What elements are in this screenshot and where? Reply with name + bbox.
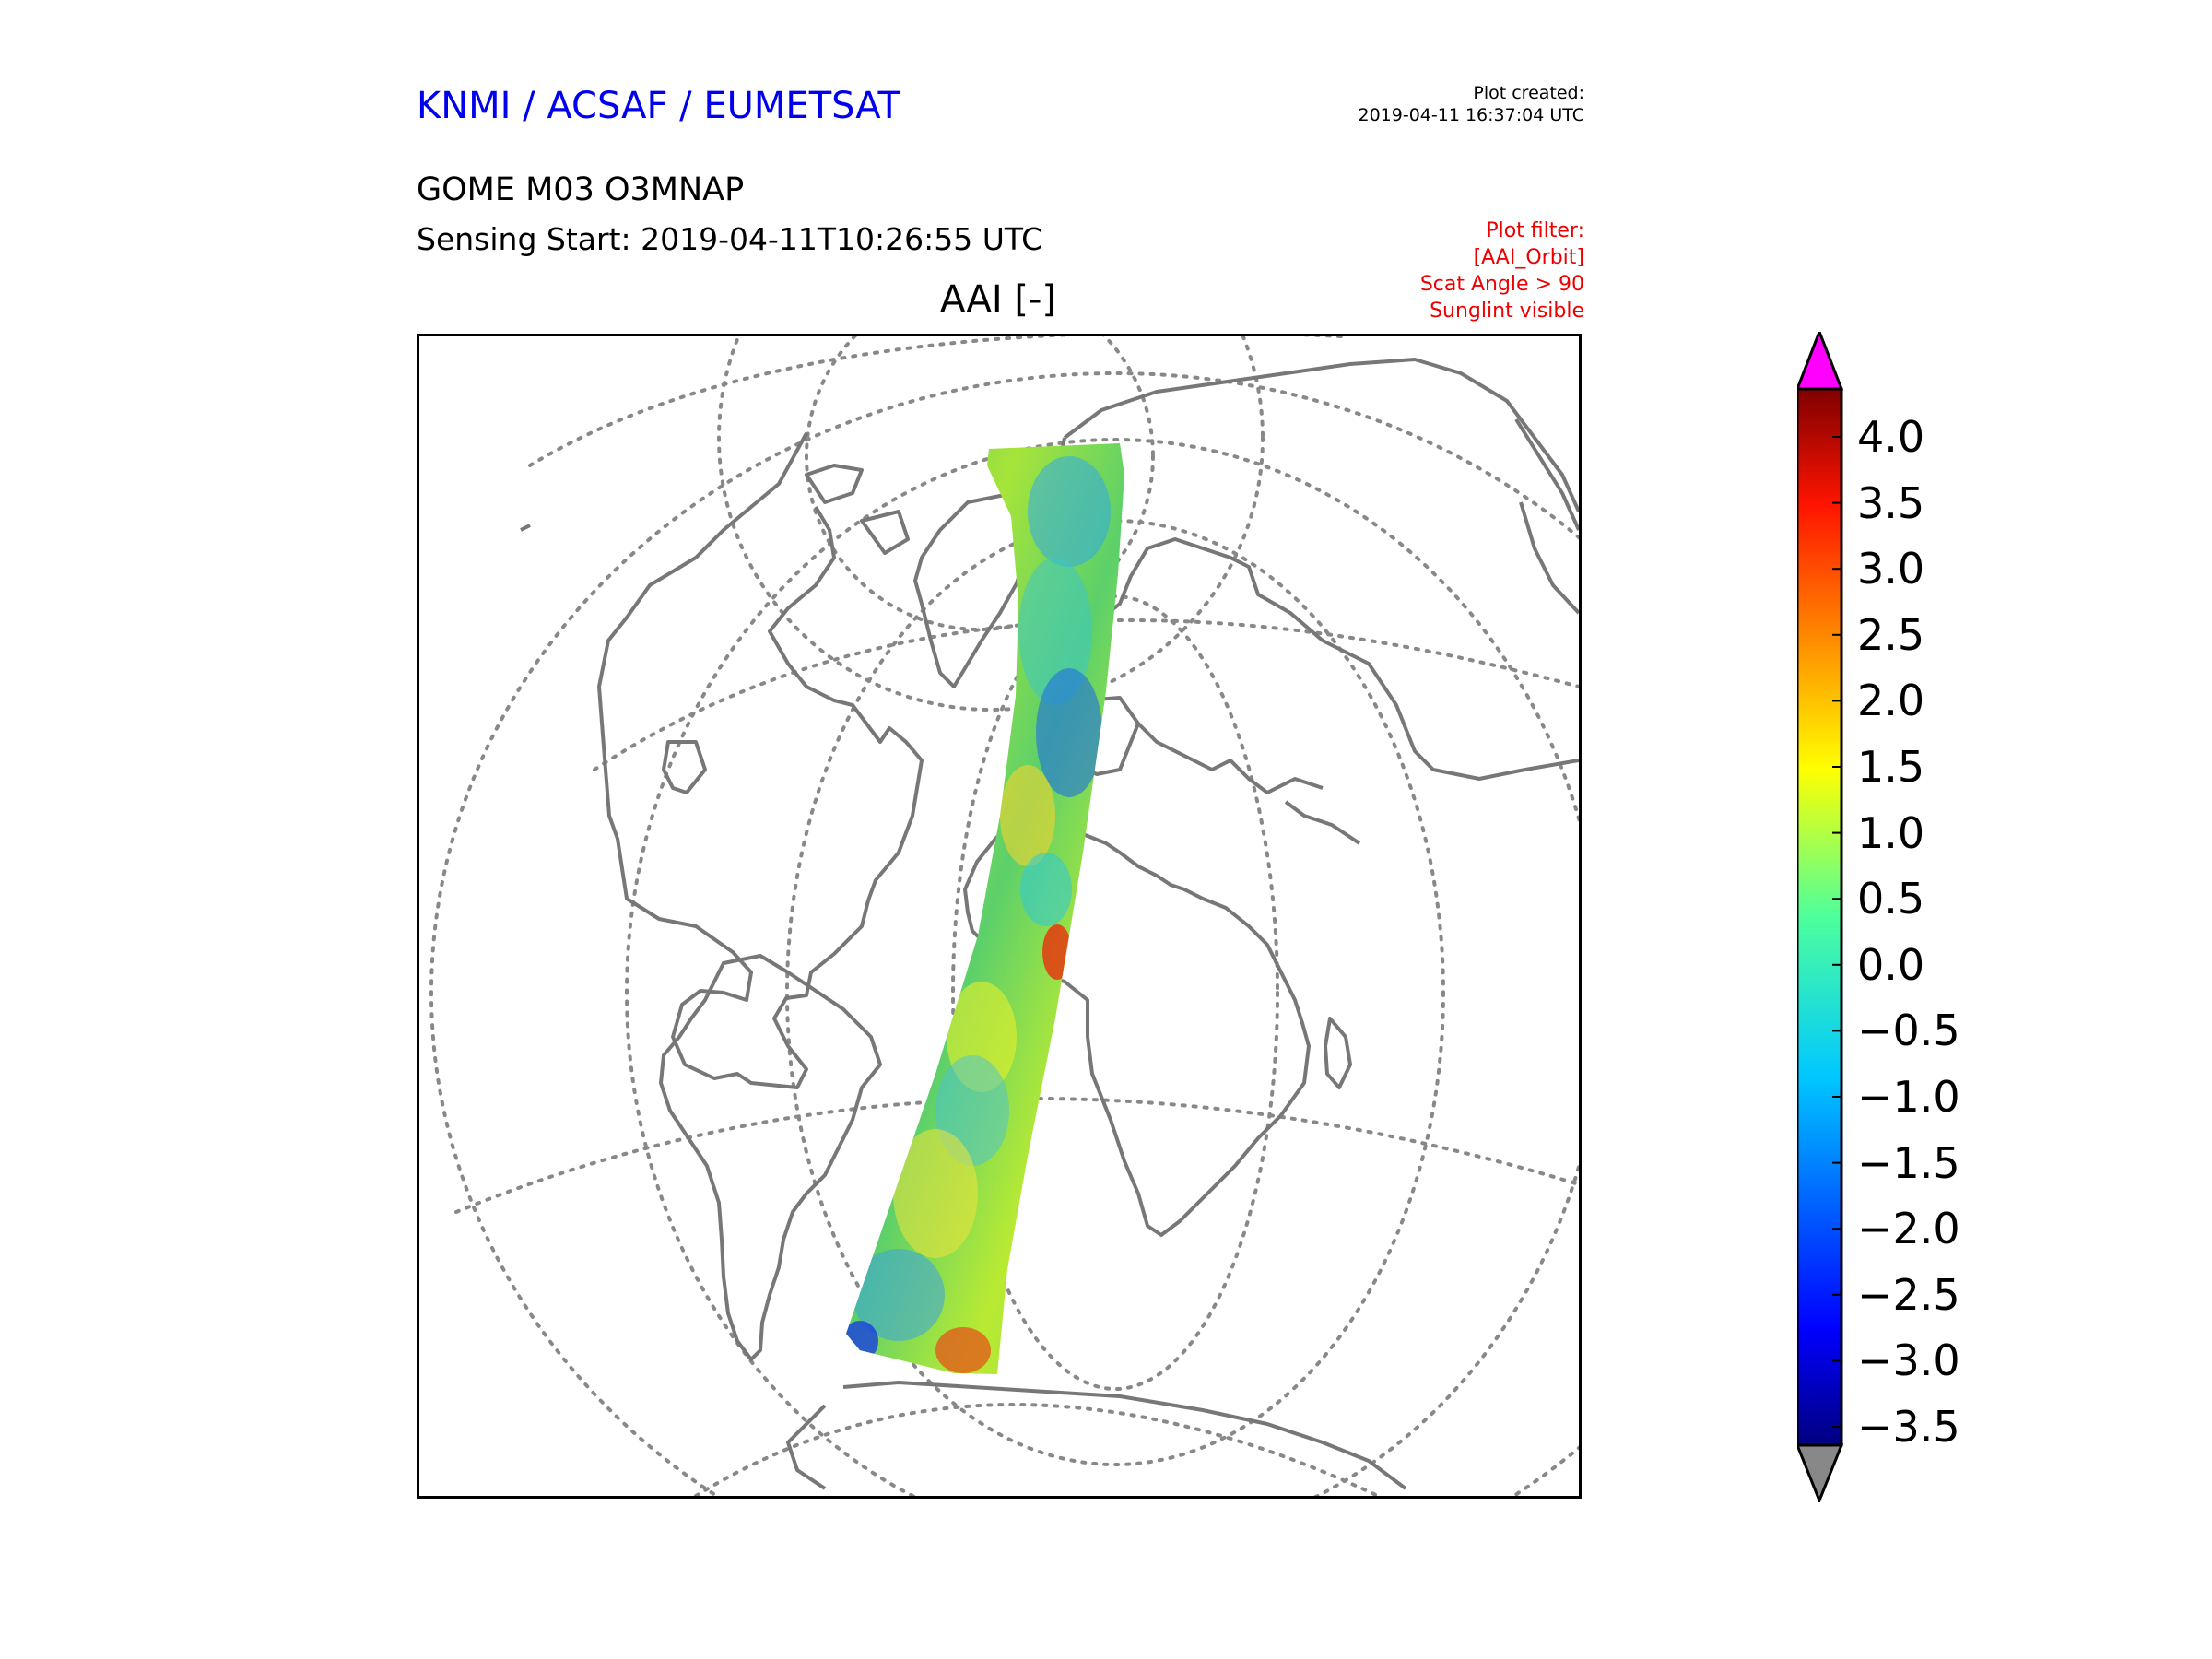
colorbar-tick-label: −0.5 <box>1857 1006 1960 1056</box>
product-title: GOME M03 O3MNAP <box>417 171 745 208</box>
colorbar-tick-label: 4.0 <box>1857 412 1925 462</box>
coastlines <box>520 358 1579 1490</box>
map-frame <box>417 334 1582 1499</box>
colorbar-tick-label: 2.0 <box>1857 676 1925 726</box>
colorbar-over-extension <box>1797 332 1844 391</box>
colorbar-tick-label: 0.0 <box>1857 939 1925 990</box>
plot-created-label: Plot created: <box>1473 83 1584 103</box>
colorbar-gradient <box>1797 387 1843 1447</box>
sensing-start: Sensing Start: 2019-04-11T10:26:55 UTC <box>417 221 1043 257</box>
colorbar-tick-label: 3.0 <box>1857 544 1925 594</box>
colorbar-tick-label: 3.5 <box>1857 477 1925 528</box>
plot-filter-block: Plot filter: [AAI_Orbit] Scat Angle > 90… <box>1420 218 1584 324</box>
colorbar-tick-label: −1.5 <box>1857 1137 1960 1188</box>
filter-line: Plot filter: <box>1486 219 1584 242</box>
colorbar-tick-label: −3.5 <box>1857 1402 1960 1452</box>
colorbar-tick-label: 2.5 <box>1857 609 1925 660</box>
colorbar-ticks <box>1832 436 1841 1428</box>
map-title: AAI [-] <box>940 278 1056 321</box>
colorbar-under-extension <box>1797 1443 1844 1502</box>
plot-created-time: 2019-04-11 16:37:04 UTC <box>1358 105 1585 125</box>
filter-line: Scat Angle > 90 <box>1419 273 1584 296</box>
filter-line: Sunglint visible <box>1430 300 1584 323</box>
colorbar-tick-label: 1.0 <box>1857 807 1925 858</box>
colorbar-tick-label: −1.0 <box>1857 1072 1960 1122</box>
aai-swath <box>846 443 1124 1374</box>
orthographic-map <box>429 336 1579 1496</box>
swath-noise <box>846 456 1111 1373</box>
colorbar-tick-label: 1.5 <box>1857 742 1925 792</box>
colorbar <box>1797 332 1844 1502</box>
header-org-title: KNMI / ACSAF / EUMETSAT <box>417 85 900 127</box>
colorbar-tick-label: −2.0 <box>1857 1204 1960 1254</box>
colorbar-tick-label: 0.5 <box>1857 874 1925 924</box>
colorbar-tick-label: −3.0 <box>1857 1335 1960 1386</box>
filter-line: [AAI_Orbit] <box>1473 246 1584 269</box>
colorbar-tick-label: −2.5 <box>1857 1269 1960 1320</box>
